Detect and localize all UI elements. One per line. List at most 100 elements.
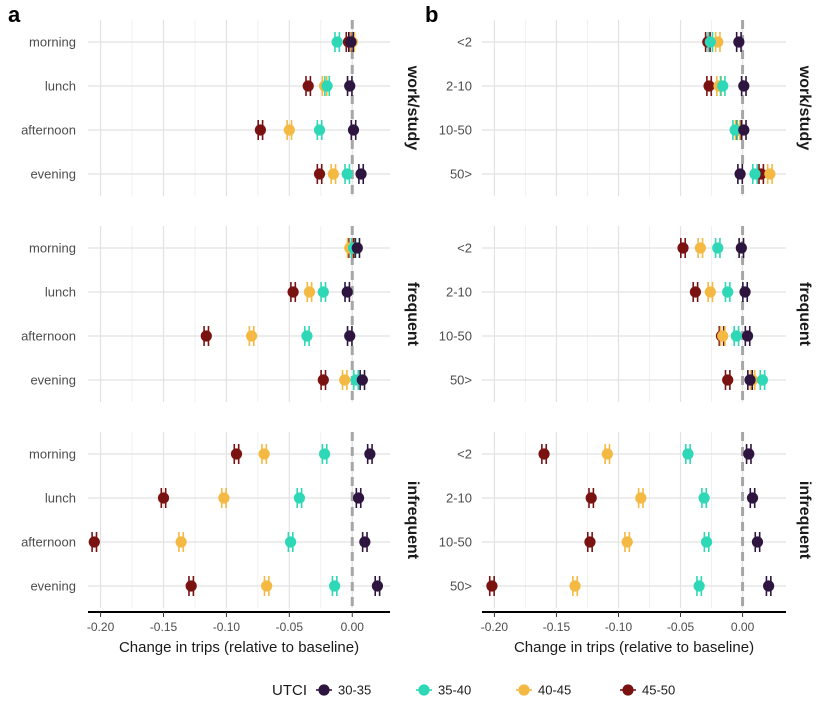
panel-b-infrequent-point-utci-45-50 <box>584 536 596 548</box>
legend-key-point-40-45 <box>518 684 530 696</box>
panel-a-infrequent-point-utci-30-35 <box>359 536 371 548</box>
panel-b-work-study-category-label: 10-50 <box>439 123 472 138</box>
panel-b-work-study-point-utci-30-35 <box>734 168 746 180</box>
panel-b-infrequent-point-utci-35-40 <box>700 536 713 548</box>
panel-a-frequent-point-utci-30-35 <box>351 242 363 254</box>
panel-b-frequent-point-utci-30-35 <box>739 286 751 298</box>
panel-b-infrequent-category-label: 2-10 <box>446 491 472 506</box>
panel-a-work-study-point-utci-45-50 <box>313 168 326 180</box>
legend-key-point-30-35 <box>318 684 330 696</box>
panel-a-work-study-point-utci-35-40 <box>331 36 343 48</box>
panel-b-infrequent-point-utci-30-35 <box>751 536 764 548</box>
panel-b-infrequent-point-utci-35-40 <box>693 580 705 592</box>
panel-b-frequent-point-utci-35-40 <box>756 374 769 386</box>
panel-a-work-study-category-label: afternoon <box>21 123 76 138</box>
panel-a-infrequent-point-utci-45-50 <box>88 536 100 548</box>
panel-b-work-study-point-utci-35-40 <box>704 36 716 48</box>
panel-b-frequent-point-utci-35-40 <box>712 242 724 254</box>
panel-a-infrequent-point-utci-35-40 <box>293 492 305 504</box>
panel-b-infrequent-point-utci-30-35 <box>743 448 755 460</box>
panel-b-infrequent-point-utci-35-40 <box>682 448 694 460</box>
panel-a-x-axis-title: Change in trips (relative to baseline) <box>119 639 359 656</box>
panel-b-frequent-point-utci-30-35 <box>744 374 756 386</box>
panel-a-work-study-point-utci-35-40 <box>321 80 333 92</box>
panel-a-frequent-point-utci-35-40 <box>301 330 313 342</box>
panel-a-infrequent-point-utci-40-45 <box>258 448 270 460</box>
panel-b-frequent-category-label: <2 <box>457 241 472 256</box>
panel-b-infrequent-point-utci-35-40 <box>698 492 710 504</box>
panel-a-frequent-point-utci-30-35 <box>341 286 353 298</box>
panel-a-infrequent-category-label: evening <box>30 579 76 594</box>
panel-b-frequent-point-utci-35-40 <box>722 286 734 298</box>
panel-a-frequent-point-utci-45-50 <box>317 374 329 386</box>
panel-a-frequent-point-utci-30-35 <box>344 330 356 342</box>
panel-b-x-tick-label: -0.15 <box>543 620 571 634</box>
panel-a-work-study-point-utci-35-40 <box>341 168 353 180</box>
panel-a-work-study-point-utci-35-40 <box>313 124 326 136</box>
panel-a-frequent-point-utci-45-50 <box>287 286 299 298</box>
panel-b-infrequent-category-label: 50> <box>450 579 472 594</box>
panel-a-x-tick-label: -0.15 <box>150 620 178 634</box>
panel-a-work-study-point-utci-30-35 <box>355 168 367 180</box>
panel-a-facet-strip-frequent: frequent <box>404 282 421 347</box>
panel-a-infrequent-point-utci-45-50 <box>230 448 243 460</box>
panel-a-frequent-category-label: morning <box>29 241 76 256</box>
panel-a-facet-strip-work-study: work/study <box>404 65 421 151</box>
panel-b-infrequent-point-utci-45-50 <box>538 448 550 460</box>
panel-a-work-study-point-utci-30-35 <box>347 124 360 136</box>
panel-b-infrequent-point-utci-40-45 <box>569 580 581 592</box>
panel-b-work-study-point-utci-35-40 <box>749 168 761 180</box>
panel-a-frequent-point-utci-40-45 <box>245 330 258 342</box>
legend-label-40-45: 40-45 <box>538 683 571 698</box>
panel-b-x-tick-label: -0.10 <box>605 620 633 634</box>
panel-a-work-study-category-label: morning <box>29 35 76 50</box>
panel-a-frequent-point-utci-30-35 <box>356 374 368 386</box>
panel-b-x-tick-label: -0.05 <box>667 620 695 634</box>
panel-b-frequent-point-utci-45-50 <box>689 286 702 298</box>
panel-b-infrequent-point-utci-40-45 <box>601 448 613 460</box>
panel-a-frequent-category-label: evening <box>30 373 76 388</box>
panel-b-infrequent-point-utci-45-50 <box>585 492 597 504</box>
legend-label-30-35: 30-35 <box>338 683 371 698</box>
panel-a-work-study-point-utci-40-45 <box>283 124 295 136</box>
panel-b-frequent-point-utci-40-45 <box>704 286 716 298</box>
panel-a-work-study-point-utci-40-45 <box>327 168 339 180</box>
panel-b-frequent-point-utci-40-45 <box>694 242 706 254</box>
legend-key-point-45-50 <box>622 684 634 696</box>
legend-key-point-35-40 <box>418 684 430 696</box>
panel-b-work-study-point-utci-35-40 <box>717 80 729 92</box>
panel-a-infrequent-point-utci-45-50 <box>157 492 170 504</box>
panel-a-frequent-point-utci-40-45 <box>303 286 316 298</box>
panel-a-work-study-point-utci-30-35 <box>344 80 356 92</box>
panel-b-work-study-point-utci-45-50 <box>703 80 715 92</box>
panel-b-frequent-category-label: 2-10 <box>446 285 472 300</box>
panel-b-infrequent-category-label: 10-50 <box>439 535 472 550</box>
panel-a-work-study-category-label: lunch <box>45 79 76 94</box>
panel-b-work-study-point-utci-30-35 <box>733 36 745 48</box>
panel-a-infrequent-point-utci-45-50 <box>185 580 197 592</box>
panel-a-x-tick-label: -0.05 <box>276 620 304 634</box>
panel-b-work-study-point-utci-30-35 <box>738 124 750 136</box>
panel-a-infrequent-category-label: morning <box>29 447 76 462</box>
panel-b-infrequent-point-utci-30-35 <box>746 492 759 504</box>
panel-a-infrequent-point-utci-40-45 <box>175 536 187 548</box>
panel-a-infrequent-point-utci-30-35 <box>364 448 376 460</box>
panel-b-work-study-point-utci-40-45 <box>764 168 776 180</box>
panel-a-work-study-point-utci-30-35 <box>345 36 357 48</box>
panel-a-x-tick-label: -0.10 <box>213 620 241 634</box>
panel-b-frequent-point-utci-40-45 <box>717 330 729 342</box>
panel-b-facet-strip-work-study: work/study <box>796 65 813 151</box>
panel-b-work-study-category-label: 2-10 <box>446 79 472 94</box>
panel-b-work-study-category-label: 50> <box>450 167 472 182</box>
panel-a-work-study-point-utci-45-50 <box>302 80 314 92</box>
panel-a-infrequent-point-utci-30-35 <box>371 580 384 592</box>
panel-b-frequent-point-utci-30-35 <box>741 330 754 342</box>
panel-b-infrequent-point-utci-30-35 <box>763 580 775 592</box>
panel-a-label: a <box>8 2 21 27</box>
panel-b-work-study-point-utci-35-40 <box>729 124 741 136</box>
panel-b-facet-strip-infrequent: infrequent <box>796 481 813 560</box>
panel-a-infrequent-point-utci-35-40 <box>284 536 297 548</box>
panel-a-infrequent-point-utci-40-45 <box>218 492 230 504</box>
legend-label-45-50: 45-50 <box>642 683 675 698</box>
panel-a-frequent-point-utci-45-50 <box>200 330 212 342</box>
